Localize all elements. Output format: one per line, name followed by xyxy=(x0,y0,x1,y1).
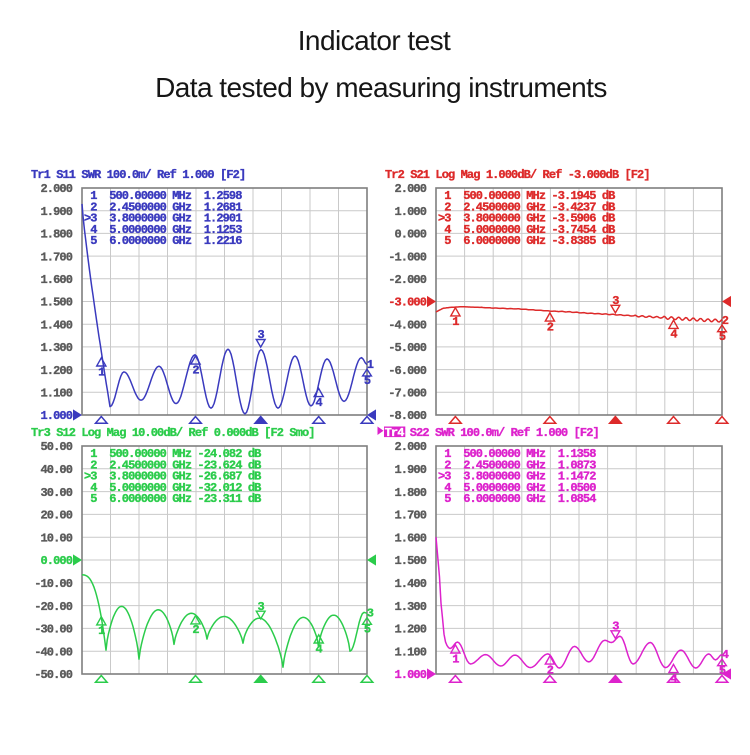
svg-text:30.00: 30.00 xyxy=(40,486,72,500)
svg-text:>3 3.8000000 GHz -26.687 dB: >3 3.8000000 GHz -26.687 dB xyxy=(84,470,261,484)
svg-text:2: 2 xyxy=(192,623,199,637)
svg-text:1.700: 1.700 xyxy=(394,509,426,523)
svg-text:5 6.0000000 GHz 1.0854: 5 6.0000000 GHz 1.0854 xyxy=(438,492,596,506)
svg-text:5 6.0000000 GHz -23.311 dB: 5 6.0000000 GHz -23.311 dB xyxy=(84,492,261,506)
svg-text:1.800: 1.800 xyxy=(394,486,426,500)
svg-text:Tr3 S12 Log Mag 10.00dB/ Ref 0: Tr3 S12 Log Mag 10.00dB/ Ref 0.000dB [F2… xyxy=(31,426,315,440)
svg-text:-20.00: -20.00 xyxy=(34,600,73,614)
svg-text:Tr4: Tr4 xyxy=(385,426,405,440)
svg-text:1 500.00000 MHz -24.082 dB: 1 500.00000 MHz -24.082 dB xyxy=(84,447,261,461)
svg-text:1.500: 1.500 xyxy=(40,296,72,310)
svg-text:5: 5 xyxy=(364,374,371,388)
svg-text:1.200: 1.200 xyxy=(394,623,426,637)
svg-text:2: 2 xyxy=(547,320,554,334)
svg-text:40.00: 40.00 xyxy=(40,463,72,477)
svg-text:2.000: 2.000 xyxy=(394,440,426,454)
svg-text:10.00: 10.00 xyxy=(40,531,72,545)
svg-text:1 500.00000 MHz -3.1945 dB: 1 500.00000 MHz -3.1945 dB xyxy=(438,189,615,203)
svg-text:1.100: 1.100 xyxy=(394,645,426,659)
svg-text:5 6.0000000 GHz 1.2216: 5 6.0000000 GHz 1.2216 xyxy=(84,234,242,248)
svg-text:-6.000: -6.000 xyxy=(388,364,427,378)
svg-text:1: 1 xyxy=(452,652,459,666)
svg-text:2 2.4500000 GHz -23.624 dB: 2 2.4500000 GHz -23.624 dB xyxy=(84,458,261,472)
svg-text:-40.00: -40.00 xyxy=(34,645,73,659)
svg-text:-4.000: -4.000 xyxy=(388,318,427,332)
svg-text:4: 4 xyxy=(670,328,677,342)
svg-text:1.600: 1.600 xyxy=(40,273,72,287)
svg-text:0.000: 0.000 xyxy=(40,554,72,568)
svg-text:S22 SWR 100.0m/ Ref 1.000 [F2]: S22 SWR 100.0m/ Ref 1.000 [F2] xyxy=(404,426,599,440)
svg-text:1: 1 xyxy=(367,358,374,372)
svg-text:1.900: 1.900 xyxy=(40,205,72,219)
svg-text:2.000: 2.000 xyxy=(394,182,426,196)
svg-text:-8.000: -8.000 xyxy=(388,409,427,423)
svg-text:-1.000: -1.000 xyxy=(388,250,427,264)
svg-text:4: 4 xyxy=(316,396,323,410)
svg-text:4: 4 xyxy=(670,672,677,686)
svg-text:3: 3 xyxy=(612,619,619,633)
svg-text:-2.000: -2.000 xyxy=(388,273,427,287)
svg-text:1: 1 xyxy=(452,315,459,329)
svg-text:1.300: 1.300 xyxy=(394,600,426,614)
svg-text:1.000: 1.000 xyxy=(394,668,426,682)
svg-text:3: 3 xyxy=(258,328,265,342)
svg-text:2: 2 xyxy=(722,314,729,328)
svg-text:1: 1 xyxy=(98,624,105,638)
svg-text:1.300: 1.300 xyxy=(40,341,72,355)
svg-text:2.000: 2.000 xyxy=(40,182,72,196)
svg-text:2: 2 xyxy=(547,663,554,677)
svg-text:4 5.0000000 GHz 1.1253: 4 5.0000000 GHz 1.1253 xyxy=(84,223,242,237)
svg-text:Tr1 S11 SWR 100.0m/ Ref 1.000: Tr1 S11 SWR 100.0m/ Ref 1.000 [F2] xyxy=(31,168,245,182)
svg-text:-50.00: -50.00 xyxy=(34,668,73,682)
svg-text:1: 1 xyxy=(98,365,105,379)
svg-text:4 5.0000000 GHz -3.7454 dB: 4 5.0000000 GHz -3.7454 dB xyxy=(438,223,615,237)
svg-text:Tr2 S21 Log Mag 1.000dB/ Ref -: Tr2 S21 Log Mag 1.000dB/ Ref -3.000dB [F… xyxy=(385,168,650,182)
svg-text:3: 3 xyxy=(258,600,265,614)
svg-text:1.000: 1.000 xyxy=(40,409,72,423)
svg-text:50.00: 50.00 xyxy=(40,440,72,454)
svg-text:0.000: 0.000 xyxy=(394,228,426,242)
svg-text:3: 3 xyxy=(367,607,374,621)
svg-text:5 6.0000000 GHz -3.8385 dB: 5 6.0000000 GHz -3.8385 dB xyxy=(438,234,615,248)
svg-text:5: 5 xyxy=(719,664,726,678)
svg-text:20.00: 20.00 xyxy=(40,509,72,523)
svg-text:4: 4 xyxy=(722,648,729,662)
svg-text:1.400: 1.400 xyxy=(394,577,426,591)
svg-text:-3.000: -3.000 xyxy=(388,296,427,310)
svg-text:2 2.4500000 GHz -3.4237 dB: 2 2.4500000 GHz -3.4237 dB xyxy=(438,200,615,214)
svg-text:1 500.00000 MHz 1.1358: 1 500.00000 MHz 1.1358 xyxy=(438,447,596,461)
svg-text:1.800: 1.800 xyxy=(40,228,72,242)
svg-text:1 500.00000 MHz 1.2598: 1 500.00000 MHz 1.2598 xyxy=(84,189,242,203)
svg-text:2: 2 xyxy=(192,363,199,377)
svg-text:Data tested by measuring instr: Data tested by measuring instruments xyxy=(155,72,607,103)
svg-text:1.400: 1.400 xyxy=(40,318,72,332)
svg-text:1.700: 1.700 xyxy=(40,250,72,264)
svg-text:1.900: 1.900 xyxy=(394,463,426,477)
svg-text:-30.00: -30.00 xyxy=(34,623,73,637)
svg-text:>3 3.8000000 GHz -3.5906 dB: >3 3.8000000 GHz -3.5906 dB xyxy=(438,212,615,226)
svg-text:-5.000: -5.000 xyxy=(388,341,427,355)
svg-text:5: 5 xyxy=(719,330,726,344)
svg-text:>3 3.8000000 GHz 1.2901: >3 3.8000000 GHz 1.2901 xyxy=(84,212,242,226)
svg-text:-7.000: -7.000 xyxy=(388,387,427,401)
svg-text:2 2.4500000 GHz 1.2681: 2 2.4500000 GHz 1.2681 xyxy=(84,200,242,214)
svg-text:Indicator test: Indicator test xyxy=(298,25,451,56)
svg-text:1.600: 1.600 xyxy=(394,531,426,545)
svg-text:1.000: 1.000 xyxy=(394,205,426,219)
svg-text:2 2.4500000 GHz 1.0873: 2 2.4500000 GHz 1.0873 xyxy=(438,458,596,472)
svg-text:4 5.0000000 GHz -32.012 dB: 4 5.0000000 GHz -32.012 dB xyxy=(84,481,261,495)
svg-text:1.200: 1.200 xyxy=(40,364,72,378)
svg-text:4 5.0000000 GHz 1.0500: 4 5.0000000 GHz 1.0500 xyxy=(438,481,596,495)
svg-text:1.500: 1.500 xyxy=(394,554,426,568)
svg-text:3: 3 xyxy=(612,294,619,308)
svg-text:4: 4 xyxy=(316,642,323,656)
svg-text:-10.00: -10.00 xyxy=(34,577,73,591)
svg-text:5: 5 xyxy=(364,622,371,636)
svg-text:>3 3.8000000 GHz 1.1472: >3 3.8000000 GHz 1.1472 xyxy=(438,470,596,484)
svg-text:1.100: 1.100 xyxy=(40,387,72,401)
